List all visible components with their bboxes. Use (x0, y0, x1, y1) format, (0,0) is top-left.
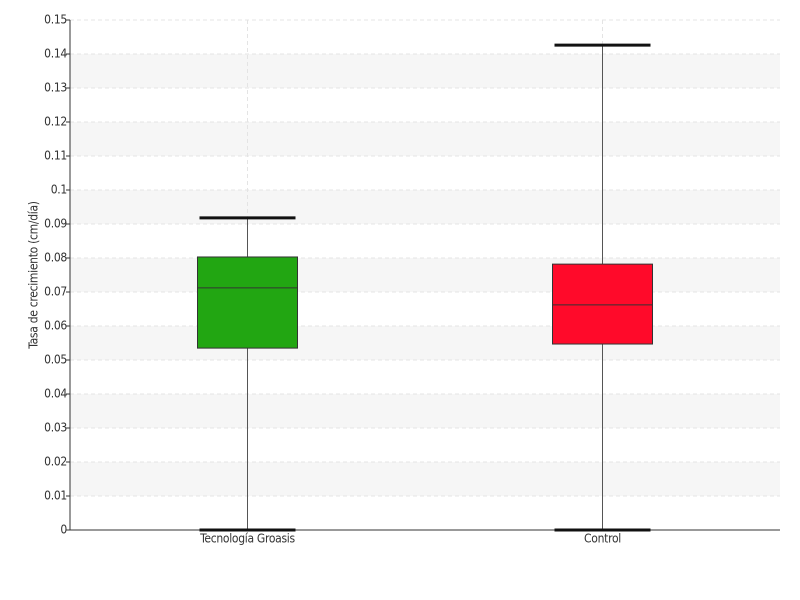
x-tick-label: Tecnología Groasis (199, 532, 295, 546)
y-tick-label: 0.05 (44, 353, 67, 367)
grid-band (70, 122, 780, 156)
y-tick-label: 0.01 (44, 489, 67, 503)
grid-band (70, 190, 780, 224)
y-tick-label: 0.02 (44, 455, 67, 469)
y-tick-label: 0.04 (44, 387, 67, 401)
x-tick-label: Control (584, 532, 621, 546)
y-axis-label: Tasa de crecimiento (cm/día) (27, 201, 41, 349)
plot-background (70, 54, 780, 496)
y-tick-label: 0.08 (44, 251, 67, 265)
y-tick-label: 0.1 (51, 183, 67, 197)
grid-band (70, 462, 780, 496)
y-tick-label: 0.12 (44, 115, 67, 129)
y-tick-label: 0.03 (44, 421, 67, 435)
y-tick-label: 0.13 (44, 81, 67, 95)
box (552, 263, 653, 345)
box (197, 256, 298, 349)
y-tick-label: 0.06 (44, 319, 67, 333)
y-tick-label: 0.15 (44, 13, 67, 27)
grid-band (70, 326, 780, 360)
y-tick-label: 0.11 (44, 149, 67, 163)
y-tick-label: 0.09 (44, 217, 67, 231)
grid-band (70, 394, 780, 428)
grid-band (70, 258, 780, 292)
grid-band (70, 54, 780, 88)
y-tick-label: 0.14 (44, 47, 67, 61)
y-tick-label: 0.07 (44, 285, 67, 299)
y-tick-label: 0 (60, 523, 67, 537)
